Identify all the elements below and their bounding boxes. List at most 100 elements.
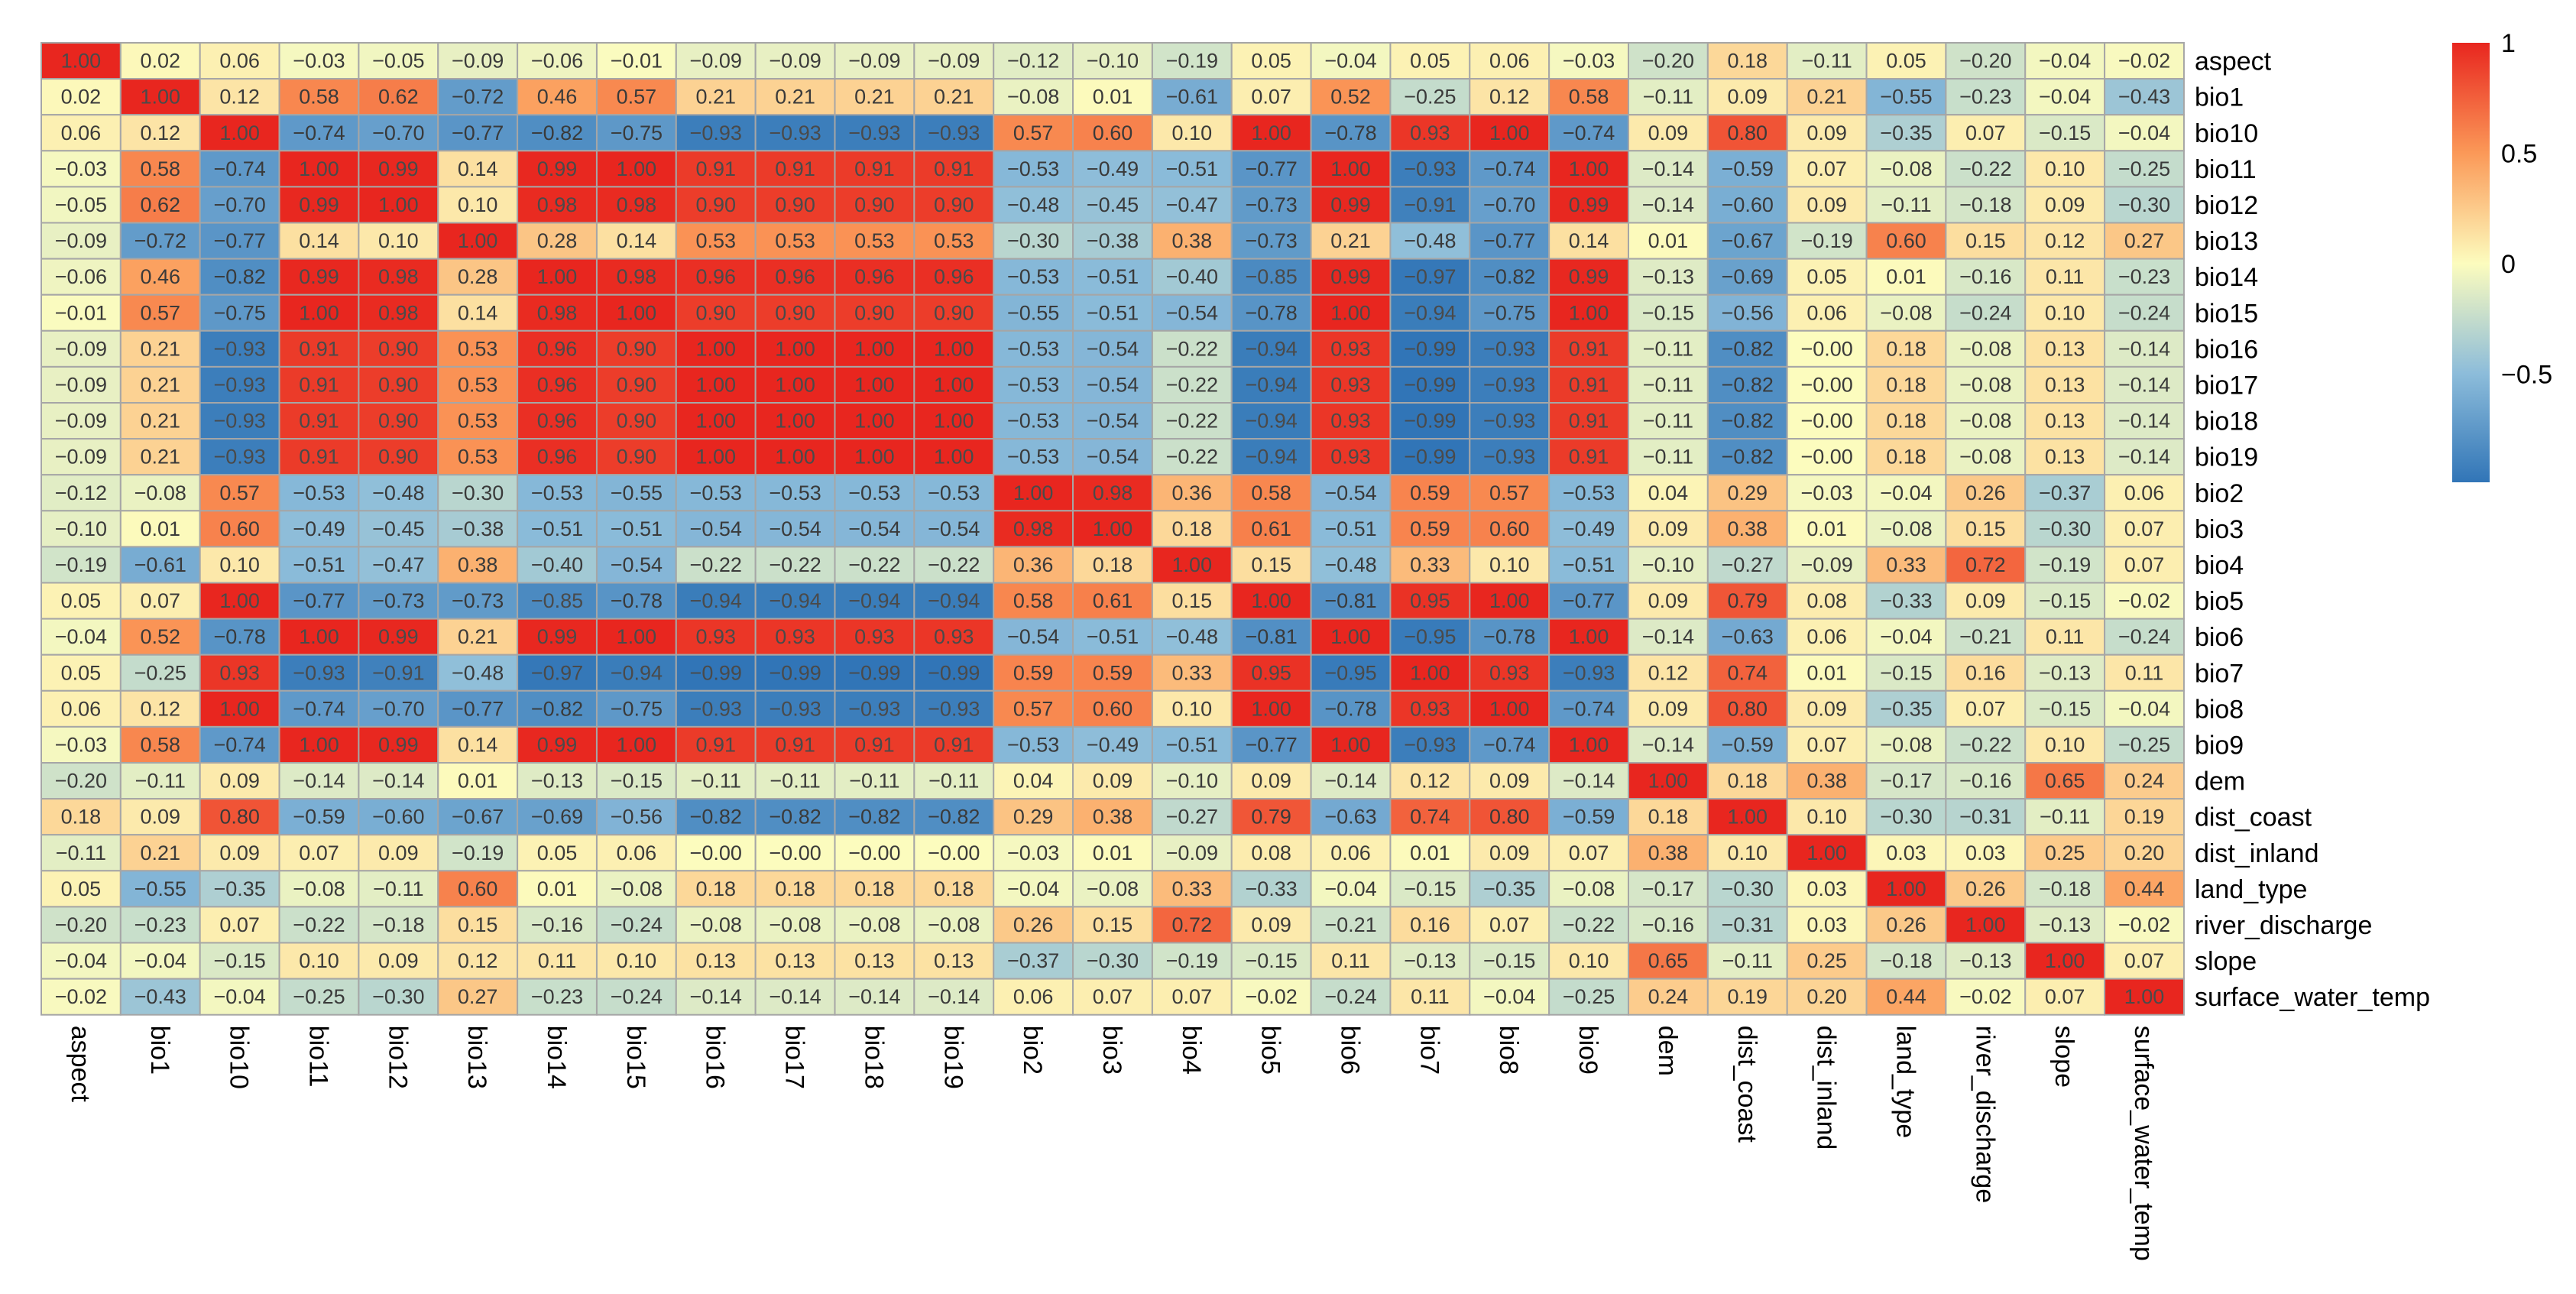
heatmap-cell: −0.10 [1151,762,1233,800]
cell-value-label: 0.80 [1727,122,1768,144]
heatmap-cell: 0.96 [834,258,915,296]
heatmap-cell: −0.11 [675,762,757,800]
cell-value-label: 0.03 [1965,842,2006,864]
cell-fill [595,186,677,224]
cell-value-label: −0.93 [1404,733,1456,756]
cell-fill [1706,546,1788,584]
cell-value-label: −0.04 [213,985,265,1008]
cell-fill [358,834,439,872]
heatmap-cell: −0.93 [1548,653,1630,692]
heatmap-cell: 0.46 [119,258,201,296]
heatmap-cell: −0.22 [1945,150,2027,188]
heatmap-cell: −0.02 [1230,978,1312,1016]
heatmap-cell: 0.05 [1786,258,1868,296]
heatmap-cell: 0.10 [2024,150,2106,188]
cell-value-label: −0.82 [1483,265,1535,288]
heatmap-cell: 0.99 [517,618,598,656]
cell-value-label: −0.00 [1800,373,1852,396]
heatmap-cell: 0.10 [1469,546,1550,584]
heatmap-cell: 1.00 [675,402,757,440]
heatmap-cell: 0.13 [834,942,915,980]
cell-fill [119,618,201,656]
cell-value-label: 0.03 [1806,913,1847,936]
cell-value-label: 0.98 [378,301,419,324]
heatmap-cell: 0.38 [1628,834,1709,872]
cell-value-label: −0.99 [848,661,900,684]
cell-value-label: 1.00 [219,697,260,720]
cell-value-label: −0.51 [1166,157,1218,180]
cell-value-label: 0.04 [1013,770,1054,793]
heatmap-cell: 0.91 [1548,402,1630,440]
heatmap-cell: 0.99 [278,186,360,224]
heatmap-cell: 1.00 [1786,834,1868,872]
cell-fill [1389,906,1471,944]
heatmap-cell: −0.13 [2024,906,2106,944]
cell-value-label: −0.15 [1880,661,1932,684]
cell-value-label: 0.28 [537,229,578,252]
cell-fill [278,294,360,332]
cell-value-label: 0.93 [695,625,736,648]
heatmap-cell: 0.06 [595,834,677,872]
cell-value-label: −0.93 [213,373,265,396]
heatmap-cell: −0.11 [1865,186,1947,224]
heatmap-cell: −0.93 [1469,329,1550,368]
cell-value-label: 0.11 [1331,949,1370,972]
cell-value-label: −0.22 [1166,373,1218,396]
heatmap-cell: 0.99 [517,150,598,188]
heatmap-cell: 1.00 [913,365,995,404]
heatmap-cell: 0.01 [119,510,201,548]
heatmap-cell: −0.05 [41,186,122,224]
cell-value-label: 0.59 [1410,482,1450,504]
cell-fill [993,906,1074,944]
cell-value-label: −0.51 [1087,265,1139,288]
cell-value-label: −0.54 [690,517,742,540]
heatmap-cell: −0.16 [1628,906,1709,944]
cell-fill [2104,906,2185,944]
cell-fill [1548,978,1630,1016]
heatmap-cell: 0.96 [754,258,836,296]
cell-value-label: 0.15 [1172,589,1213,612]
cell-value-label: 1.00 [934,373,974,396]
cell-value-label: 0.91 [1569,373,1609,396]
heatmap-cell: 0.25 [1786,942,1868,980]
row-label: aspect [2195,47,2272,76]
row-label: bio7 [2195,659,2244,688]
heatmap-cell: 0.93 [199,653,280,692]
cell-fill [1310,689,1392,728]
cell-value-label: 0.60 [1489,517,1530,540]
cell-value-label: 0.05 [61,661,102,684]
row-label: bio10 [2195,119,2258,148]
cell-fill [119,653,201,692]
cell-value-label: 0.06 [219,50,260,73]
heatmap-cell: −0.13 [1389,942,1471,980]
row-label: dist_inland [2195,839,2319,868]
cell-fill [993,798,1074,836]
heatmap-cell: 1.00 [913,438,995,476]
cell-fill [199,906,280,944]
heatmap-cell: 1.00 [993,474,1074,512]
row-label: slope [2195,947,2257,976]
cell-value-label: −0.08 [690,913,742,936]
heatmap-cell: 0.11 [2024,618,2106,656]
cell-value-label: −0.93 [848,122,900,144]
cell-value-label: 0.10 [1569,949,1609,972]
heatmap-cell: 0.05 [41,582,122,620]
cell-value-label: 0.53 [458,337,498,360]
heatmap-cell: −0.13 [517,762,598,800]
cell-fill [278,78,360,116]
cell-fill [1310,294,1392,332]
heatmap-cell: −0.85 [1230,258,1312,296]
cell-fill [595,978,677,1016]
cell-value-label: −0.38 [452,517,504,540]
heatmap-cell: 0.91 [1548,329,1630,368]
cell-fill [834,258,915,296]
cell-fill [41,438,122,476]
cell-value-label: −0.93 [293,661,345,684]
heatmap-cell: −0.10 [41,510,122,548]
heatmap-cell: 0.53 [834,222,915,260]
cell-value-label: 0.79 [1727,589,1768,612]
heatmap-cell: −0.30 [1706,870,1788,908]
cell-fill [437,582,519,620]
cell-value-label: −0.14 [1642,157,1694,180]
cell-value-label: −0.11 [135,770,186,793]
